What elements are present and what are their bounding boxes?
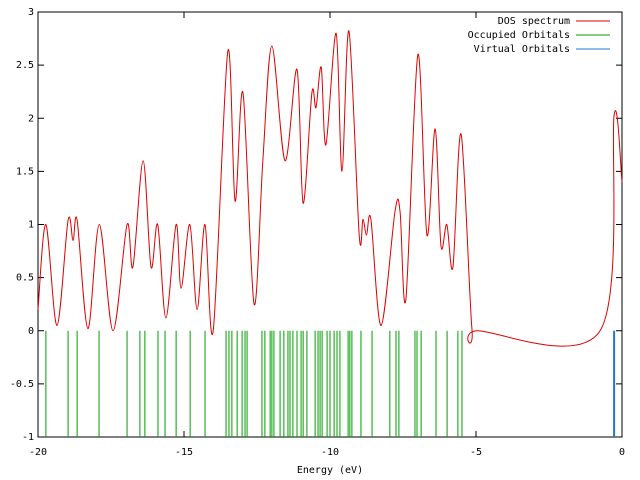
x-tick-label: -15 [175, 447, 193, 458]
y-tick-label: 1 [28, 220, 34, 231]
y-tick-label: -0.5 [10, 379, 34, 390]
dos-line [37, 30, 623, 347]
y-tick-label: 0 [28, 326, 34, 337]
y-tick-label: 2 [28, 113, 34, 124]
x-tick-label: -10 [321, 447, 339, 458]
y-tick-label: -1 [22, 432, 34, 443]
legend-label: DOS spectrum [498, 16, 570, 27]
x-tick-label: -20 [29, 447, 47, 458]
y-tick-label: 1.5 [16, 166, 34, 177]
x-tick-label: 0 [619, 447, 625, 458]
legend-label: Occupied Orbitals [468, 30, 570, 41]
x-tick-label: -5 [470, 447, 482, 458]
x-axis-label: Energy (eV) [297, 465, 363, 476]
y-tick-label: 3 [28, 7, 34, 18]
y-tick-label: 2.5 [16, 60, 34, 71]
y-tick-label: 0.5 [16, 273, 34, 284]
legend-label: Virtual Orbitals [474, 44, 570, 55]
